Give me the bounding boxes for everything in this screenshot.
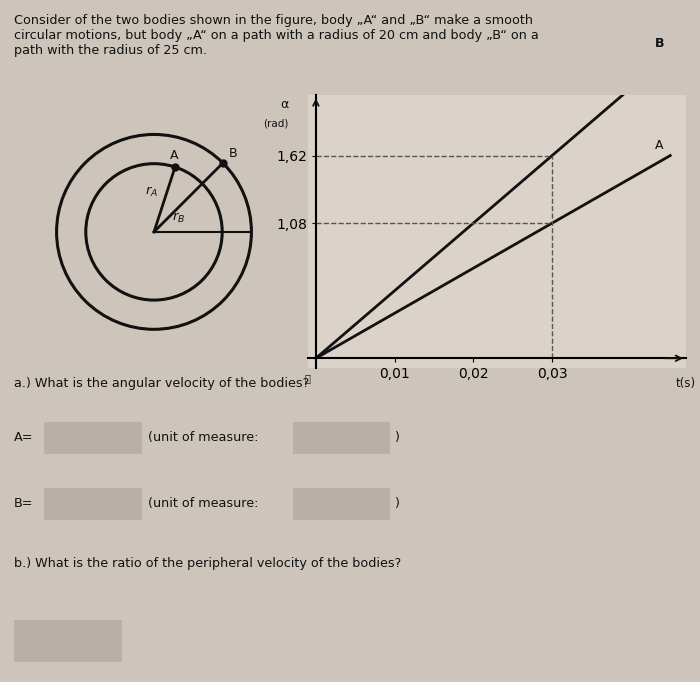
Text: A=: A= [14,431,34,444]
Text: ): ) [393,496,398,510]
Text: (unit of measure:: (unit of measure: [148,431,259,444]
Text: B=: B= [14,496,34,510]
Text: A: A [170,149,178,162]
Text: b.) What is the ratio of the peripheral velocity of the bodies?: b.) What is the ratio of the peripheral … [14,557,401,570]
Text: B: B [655,38,664,50]
Text: $r_B$: $r_B$ [172,211,186,225]
FancyBboxPatch shape [14,621,122,662]
FancyBboxPatch shape [44,488,141,520]
Text: t(s): t(s) [676,377,696,390]
Text: ): ) [393,431,398,444]
Text: ⮩: ⮩ [304,373,310,383]
Text: Consider of the two bodies shown in the figure, body „A“ and „B“ make a smooth
c: Consider of the two bodies shown in the … [14,14,539,57]
Text: α: α [280,98,288,111]
FancyBboxPatch shape [44,422,141,454]
Text: A: A [655,139,664,152]
Text: B: B [229,147,237,160]
Text: (rad): (rad) [263,118,288,128]
FancyBboxPatch shape [293,488,391,520]
Text: $r_A$: $r_A$ [145,185,158,198]
Text: a.) What is the angular velocity of the bodies?: a.) What is the angular velocity of the … [14,377,309,390]
Text: (unit of measure:: (unit of measure: [148,496,259,510]
FancyBboxPatch shape [293,422,391,454]
